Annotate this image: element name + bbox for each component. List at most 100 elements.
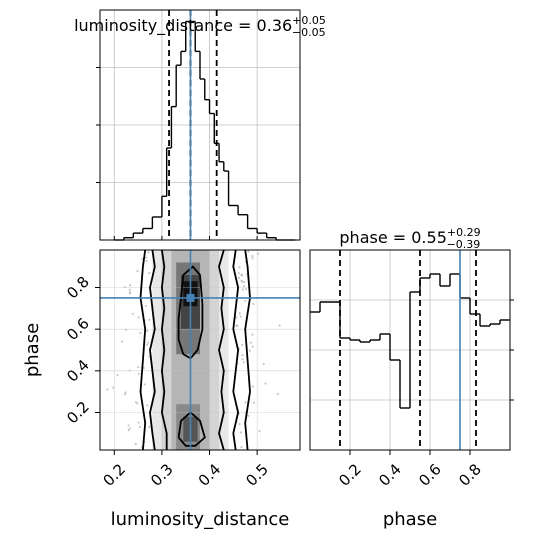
- scatter-point: [252, 302, 255, 306]
- luminosity-distance-x-axis-label: luminosity_distance: [111, 509, 290, 530]
- luminosity-distance-title-param: luminosity_distance: [74, 16, 233, 36]
- luminosity-distance-ticks: [96, 67, 258, 240]
- scatter-point: [124, 391, 127, 394]
- luminosity-distance-title-eq: =: [233, 16, 257, 35]
- luminosity-distance-xtick-label-0: 0.2: [99, 460, 129, 490]
- scatter-point: [240, 446, 243, 449]
- phase-axes-frame: [309, 249, 511, 451]
- scatter-point: [276, 392, 279, 396]
- scatter-point: [112, 386, 115, 389]
- luminosity-distance-xtick-label-2: 0.4: [195, 460, 225, 490]
- luminosity-distance-title-median: 0.36: [257, 16, 293, 35]
- phase-ytick-label-1: 0.4: [63, 356, 93, 386]
- scatter-point: [144, 304, 148, 308]
- phase-title: phase = 0.55+0.29 −0.39: [339, 226, 480, 251]
- phase-title-plus: +0.29: [447, 226, 481, 239]
- scatter-point: [138, 425, 141, 429]
- scatter-point: [134, 443, 137, 446]
- scatter-point: [241, 358, 244, 361]
- scatter-point: [252, 401, 256, 404]
- scatter-point: [240, 279, 243, 282]
- phase-ytick-label-0: 0.2: [63, 398, 93, 428]
- contour-right-0: [218, 250, 225, 450]
- scatter-point: [116, 374, 119, 377]
- luminosity-distance-grid: [100, 10, 300, 240]
- phase-title-param: phase: [339, 228, 387, 247]
- contour-inner-0: [177, 265, 204, 360]
- scatter-point: [137, 372, 140, 376]
- scatter-point: [146, 404, 149, 407]
- luminosity-distance-markers: [168, 10, 218, 240]
- scatter-point: [278, 324, 281, 327]
- scatter-point: [241, 343, 244, 347]
- luminosity-distance-title-plus: +0.05: [292, 14, 326, 27]
- contour-right-1: [232, 250, 240, 450]
- scatter-point: [239, 315, 242, 318]
- scatter-point: [145, 256, 148, 259]
- scatter-point: [257, 252, 260, 255]
- scatter-point: [137, 316, 140, 319]
- scatter-point: [137, 421, 140, 424]
- phase-x-axis-label: phase: [383, 509, 437, 530]
- phase-title-minus: −0.39: [447, 238, 481, 251]
- scatter-point: [145, 343, 149, 346]
- scatter-point: [148, 425, 151, 429]
- scatter-point: [244, 299, 247, 302]
- scatter-point: [127, 424, 130, 427]
- scatter-point: [237, 276, 241, 279]
- scatter-point: [262, 362, 265, 366]
- scatter-point: [251, 257, 254, 260]
- scatter-point: [238, 423, 241, 426]
- contour-left-0: [160, 250, 168, 450]
- scatter-point: [242, 281, 246, 284]
- luminosity-distance-title-minus: −0.05: [292, 26, 326, 39]
- phase-ytick-label-2: 0.6: [63, 314, 93, 344]
- scatter-point: [128, 284, 132, 287]
- scatter-point: [142, 366, 145, 370]
- luminosity-distance-title: luminosity_distance = 0.36+0.05 −0.05: [74, 14, 326, 39]
- phase-x-ticks: 0.2 0.4 0.6 0.8: [335, 299, 514, 490]
- scatter-point: [240, 273, 243, 276]
- scatter-point: [148, 318, 151, 321]
- phase-xtick-label-0: 0.2: [335, 460, 365, 490]
- scatter-point: [237, 272, 240, 275]
- scatter-point: [145, 259, 148, 263]
- scatter-point: [146, 329, 149, 333]
- scatter-point: [247, 414, 250, 417]
- phase-title-eq: =: [388, 228, 412, 247]
- phase-xtick-label-1: 0.4: [375, 460, 405, 490]
- scatter-point: [238, 266, 241, 269]
- joint-truth-lines: [100, 250, 300, 450]
- joint-contours: [139, 250, 251, 450]
- scatter-point: [136, 402, 139, 405]
- phase-markers: [339, 250, 477, 450]
- scatter-point: [136, 269, 139, 273]
- luminosity-distance-histogram: [114, 20, 296, 241]
- scatter-point: [251, 345, 254, 348]
- scatter-point: [248, 349, 252, 352]
- contour-right-2: [244, 250, 251, 450]
- scatter-point: [128, 288, 132, 291]
- scatter-point: [146, 341, 150, 344]
- scatter-point: [238, 312, 241, 315]
- scatter-point: [131, 312, 134, 315]
- scatter-point: [247, 250, 250, 253]
- scatter-point: [106, 388, 109, 391]
- phase-y-axis-label: phase: [22, 323, 43, 377]
- scatter-point: [147, 251, 150, 254]
- scatter-point: [249, 341, 253, 344]
- scatter-point: [121, 340, 124, 343]
- scatter-point: [123, 286, 127, 289]
- phase-histogram-panel: 0.2 0.4 0.6 0.8 phase = 0.55+0.29 −0.39 phas…: [309, 226, 514, 530]
- scatter-point: [241, 354, 244, 357]
- scatter-point: [129, 292, 132, 295]
- luminosity-distance-axes-frame: [99, 9, 301, 241]
- phase-xtick-label-2: 0.6: [415, 460, 445, 490]
- joint-axes-frame: [99, 249, 301, 451]
- joint-posterior-panel: 0.2 0.3 0.4 0.5 0.2 0.4 0.6 0.8 luminosity_dist…: [22, 249, 301, 530]
- scatter-point: [239, 431, 243, 434]
- joint-grid: [100, 250, 300, 450]
- contour-left-2: [139, 250, 147, 450]
- scatter-point: [242, 284, 246, 288]
